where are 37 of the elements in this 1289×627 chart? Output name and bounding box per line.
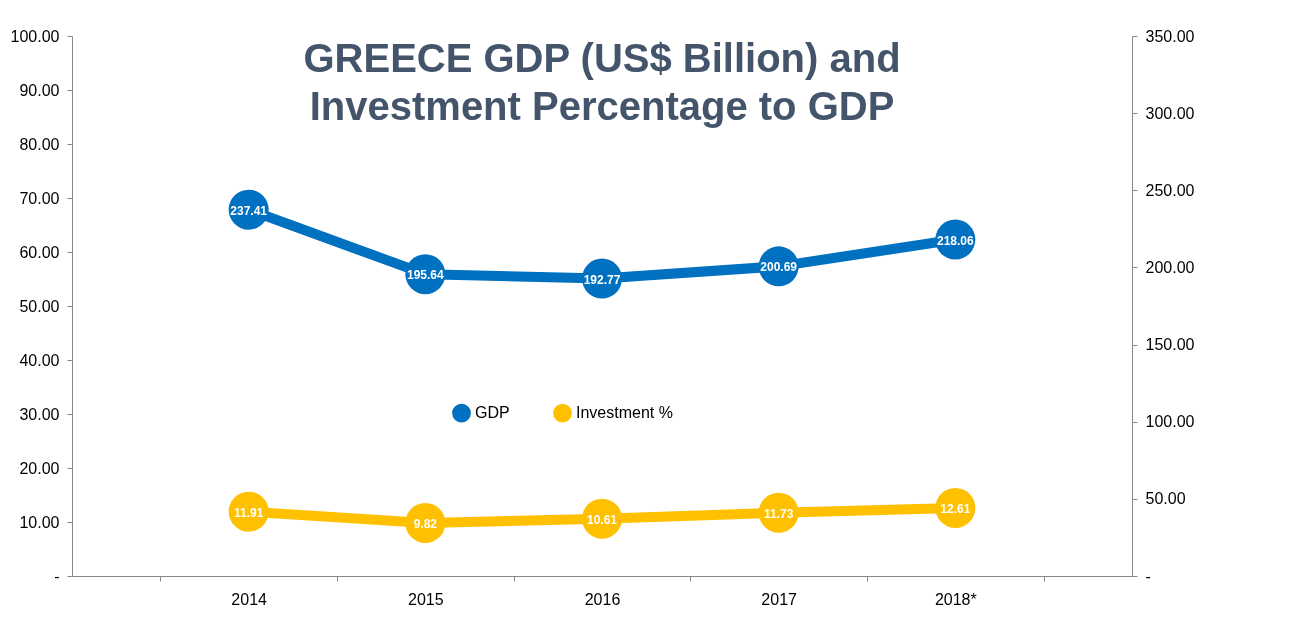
legend-label: GDP — [475, 404, 510, 422]
y2-tick-label: 300.00 — [1145, 104, 1195, 122]
data-label: 195.64 — [406, 268, 445, 283]
y2-tick-label: 100.00 — [1145, 413, 1195, 431]
y2-tick-label: 350.00 — [1145, 27, 1195, 45]
y-tick-label: 80.00 — [19, 135, 60, 153]
data-label: 192.77 — [583, 272, 621, 287]
y-tick-label: 10.00 — [19, 513, 60, 531]
y2-tick-label: 150.00 — [1145, 336, 1195, 354]
y2-tick-label: 50.00 — [1145, 490, 1186, 508]
data-label: 218.06 — [936, 233, 975, 248]
x-tick-label: 2016 — [584, 590, 621, 608]
x-tick-label: 2018* — [934, 590, 977, 608]
x-tick-label: 2015 — [408, 590, 444, 608]
y2-tick-label: 250.00 — [1145, 181, 1195, 199]
text: GREECE GDP (US$ Billion) and Investment Percentage to GDP — [303, 36, 901, 128]
data-label: 237.41 — [230, 203, 268, 218]
y-tick-label: 50.00 — [19, 297, 60, 315]
y-tick-label: 20.00 — [19, 459, 60, 477]
y-tick-label: 90.00 — [19, 81, 60, 99]
data-label: 200.69 — [760, 260, 798, 275]
legend-label: Investment % — [576, 404, 673, 422]
y-tick-label: 60.00 — [19, 243, 60, 261]
y-tick-label: 40.00 — [19, 351, 60, 369]
y-tick-label: 100.00 — [10, 27, 60, 45]
data-label: 10.61 — [586, 512, 618, 527]
y2-tick-label: 200.00 — [1145, 258, 1195, 276]
y-tick-label: 30.00 — [19, 405, 60, 423]
data-label: 11.91 — [233, 505, 264, 520]
y-tick-label: 70.00 — [19, 189, 60, 207]
y-tick-label: - — [54, 567, 60, 585]
data-label: 11.73 — [763, 506, 794, 521]
x-tick-label: 2014 — [231, 590, 268, 608]
data-label: 12.61 — [940, 501, 971, 516]
data-label: 9.82 — [413, 516, 438, 531]
y2-tick-label: - — [1145, 567, 1151, 585]
x-tick-label: 2017 — [761, 590, 798, 608]
